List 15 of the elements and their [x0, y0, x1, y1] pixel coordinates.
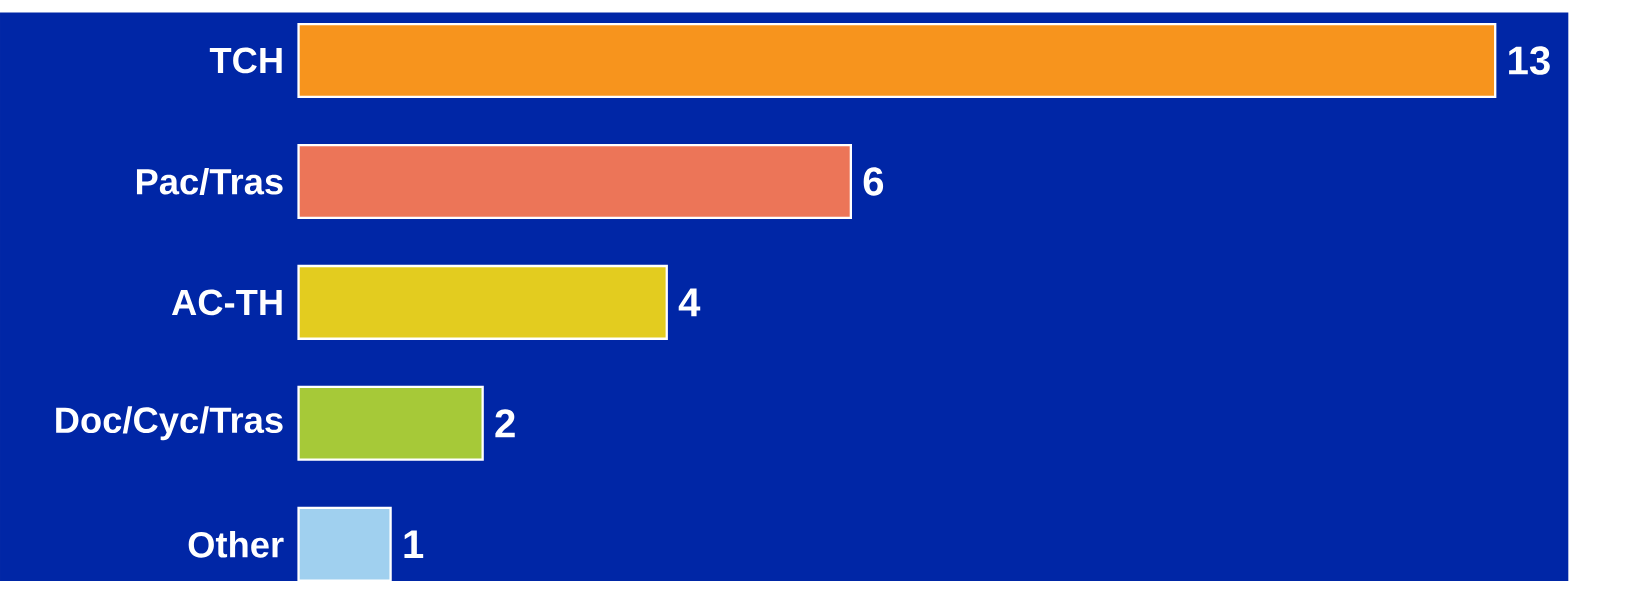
y-tick-label: Other — [188, 531, 284, 558]
data-label: 4 — [678, 288, 701, 317]
y-tick-label: TCH — [209, 47, 282, 74]
data-label: 13 — [1509, 46, 1550, 75]
data-label: 2 — [495, 409, 515, 438]
data-label: 1 — [404, 530, 424, 559]
y-tick-label: Pac/Tras — [136, 168, 283, 196]
y-tick-label: Doc/Cyc/Tras — [56, 406, 283, 441]
data-label: 6 — [863, 167, 884, 196]
bar — [297, 385, 484, 461]
bar — [297, 506, 392, 582]
bar — [297, 144, 852, 220]
y-tick-label: AC-TH — [171, 289, 282, 316]
bar — [297, 23, 1497, 99]
bar — [297, 264, 668, 341]
